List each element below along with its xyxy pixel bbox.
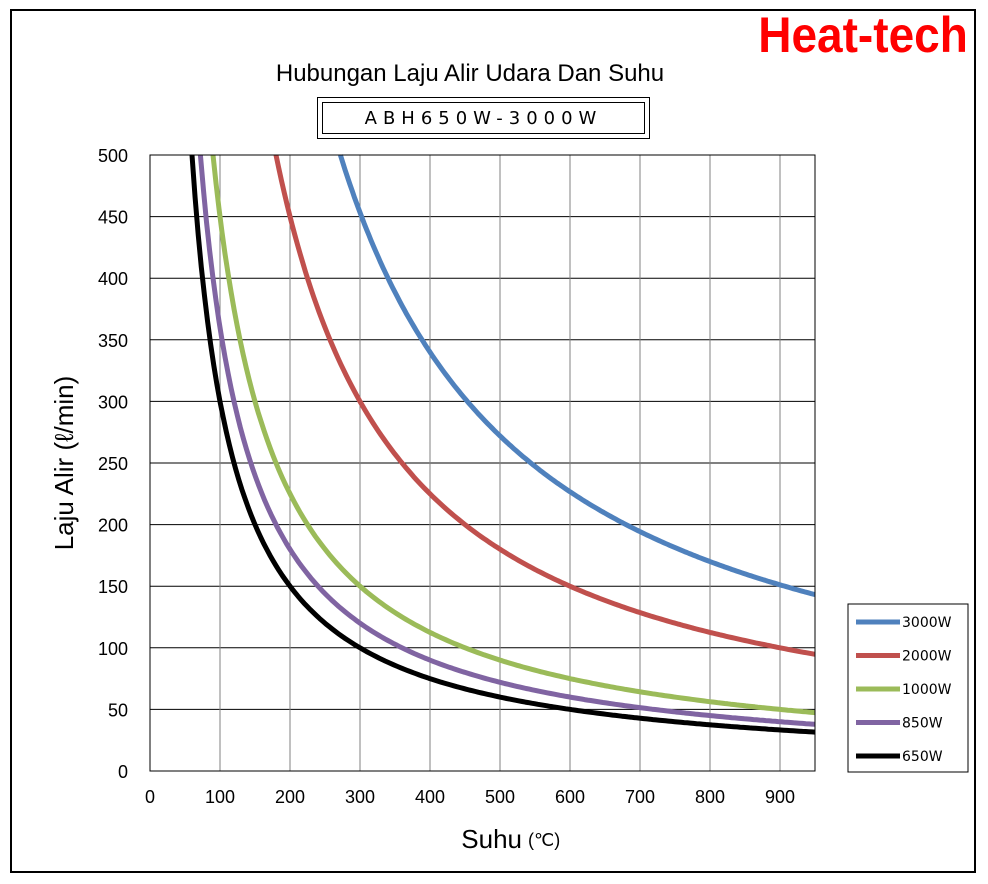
x-tick-label: 0	[145, 787, 155, 807]
series-line-1000W	[210, 154, 816, 716]
legend-label: 850W	[902, 716, 943, 732]
plot-area-border	[149, 154, 816, 772]
series-line-2000W	[273, 154, 816, 657]
y-tick-label: 50	[108, 700, 128, 720]
grid	[150, 154, 815, 772]
x-axis-label: Suhu	[461, 824, 522, 854]
series-line-850W	[197, 154, 816, 727]
y-tick-label: 100	[98, 639, 128, 659]
model-label-box: ABH650W-3000W	[317, 97, 650, 139]
legend-label: 2000W	[902, 649, 952, 665]
y-axis-label: Laju Alir (ℓ/min)	[49, 376, 79, 551]
legend-label: 650W	[902, 749, 943, 765]
x-tick-label: 900	[765, 787, 795, 807]
x-tick-label: 300	[345, 787, 375, 807]
series-line-3000W	[338, 154, 816, 598]
y-tick-label: 150	[98, 577, 128, 597]
legend-label: 3000W	[902, 615, 952, 631]
x-tick-label: 500	[485, 787, 515, 807]
y-tick-label: 250	[98, 454, 128, 474]
y-tick-label: 0	[118, 762, 128, 782]
y-tick-label: 400	[98, 269, 128, 289]
y-tick-label: 300	[98, 392, 128, 412]
y-tick-label: 200	[98, 516, 128, 536]
model-label: ABH650W-3000W	[322, 102, 645, 134]
legend: 3000W 2000W 1000W 850W 650W	[847, 603, 969, 773]
y-tick-label: 350	[98, 331, 128, 351]
y-tick-label: 450	[98, 208, 128, 228]
x-tick-label: 800	[695, 787, 725, 807]
x-tick-label: 400	[415, 787, 445, 807]
axes: 0 50 100 150 200 250 300 350 400 450 500 0 100 200 300…	[49, 146, 816, 854]
y-tick-label: 500	[98, 146, 128, 166]
x-tick-label: 100	[205, 787, 235, 807]
series-line-650W	[189, 154, 816, 735]
legend-label: 1000W	[902, 682, 952, 698]
x-axis-unit: (℃)	[528, 830, 560, 850]
brand-logo: Heat-tech	[758, 7, 968, 63]
x-tick-label: 200	[275, 787, 305, 807]
x-tick-label: 700	[625, 787, 655, 807]
x-tick-label: 600	[555, 787, 585, 807]
chart-title: Hubungan Laju Alir Udara Dan Suhu	[275, 60, 665, 87]
series-lines	[189, 154, 816, 735]
